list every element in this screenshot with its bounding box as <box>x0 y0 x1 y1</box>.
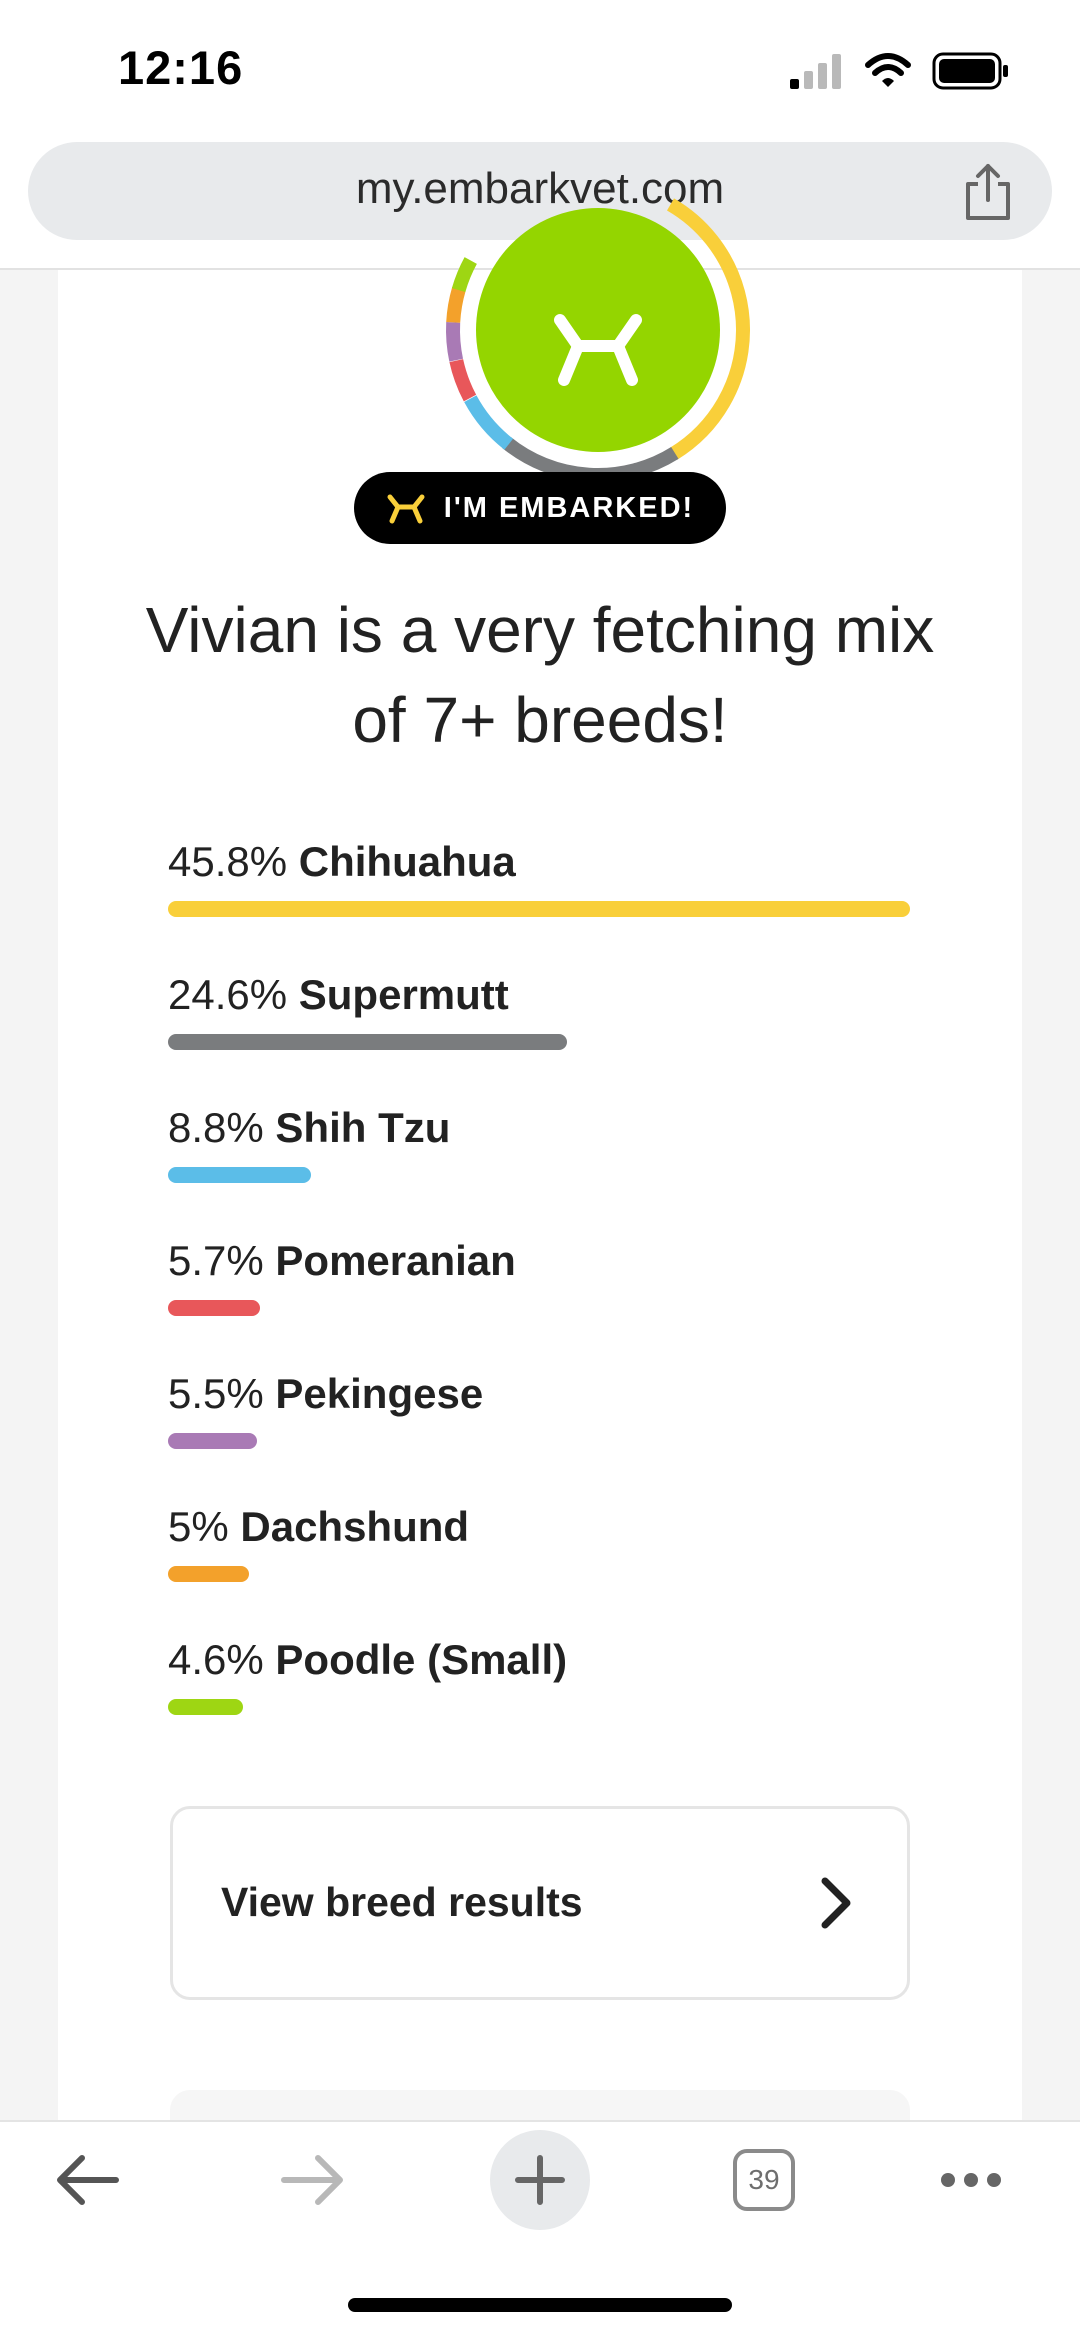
breed-percent: 8.8% <box>168 1104 264 1151</box>
breed-bar <box>168 1167 311 1183</box>
breed-row: 45.8% Chihuahua <box>168 838 928 917</box>
breed-bar <box>168 901 910 917</box>
new-tab-button[interactable] <box>490 2130 590 2230</box>
view-breed-results-button[interactable]: View breed results <box>170 1806 910 2000</box>
breed-bar <box>168 1699 243 1715</box>
status-icons <box>790 48 1010 94</box>
embark-logo-icon <box>387 494 425 524</box>
breed-bar <box>168 1566 249 1582</box>
share-icon[interactable] <box>960 162 1016 222</box>
breed-name: Shih Tzu <box>275 1104 451 1151</box>
status-time: 12:16 <box>118 41 244 94</box>
breed-percent: 4.6% <box>168 1636 264 1683</box>
breed-label: 5.7% Pomeranian <box>168 1237 928 1285</box>
tabs-icon[interactable]: 39 <box>733 2149 795 2211</box>
breed-percent: 5% <box>168 1503 229 1550</box>
breed-bar <box>168 1300 260 1316</box>
battery-icon <box>932 52 1008 90</box>
chevron-right-icon <box>821 1877 851 1929</box>
embark-logo-icon <box>554 314 642 386</box>
breed-row: 5.7% Pomeranian <box>168 1237 928 1316</box>
wifi-icon <box>865 53 911 87</box>
breed-bar <box>168 1433 257 1449</box>
breed-label: 8.8% Shih Tzu <box>168 1104 928 1152</box>
breed-label: 5% Dachshund <box>168 1503 928 1551</box>
forward-arrow-icon[interactable] <box>278 2152 348 2208</box>
status-bar: 12:16 <box>0 0 1080 140</box>
breed-name: Pekingese <box>275 1370 484 1417</box>
plus-icon <box>515 2155 565 2205</box>
breed-row: 24.6% Supermutt <box>168 971 928 1050</box>
breed-label: 45.8% Chihuahua <box>168 838 928 886</box>
breed-percent: 45.8% <box>168 838 288 885</box>
breed-label: 4.6% Poodle (Small) <box>168 1636 928 1684</box>
more-icon[interactable] <box>938 2170 1004 2190</box>
breed-row: 4.6% Poodle (Small) <box>168 1636 928 1715</box>
badge-label: I'M EMBARKED! <box>443 491 695 524</box>
breed-label: 5.5% Pekingese <box>168 1370 928 1418</box>
breed-percent: 5.5% <box>168 1370 264 1417</box>
back-arrow-icon[interactable] <box>52 2152 122 2208</box>
breed-name: Poodle (Small) <box>275 1636 568 1683</box>
page-headline: Vivian is a very fetching mix of 7+ bree… <box>145 594 935 756</box>
view-breed-results-label: View breed results <box>221 1879 583 1925</box>
breed-name: Dachshund <box>240 1503 470 1550</box>
url-text[interactable]: my.embarkvet.com <box>355 164 725 213</box>
breed-name: Chihuahua <box>298 838 516 885</box>
breed-row: 5.5% Pekingese <box>168 1370 928 1449</box>
home-indicator <box>348 2298 732 2312</box>
breed-percent: 24.6% <box>168 971 288 1018</box>
breed-name: Supermutt <box>298 971 509 1018</box>
signal-icon <box>790 54 841 89</box>
embarked-badge: I'M EMBARKED! <box>354 472 726 544</box>
breed-percent: 5.7% <box>168 1237 264 1284</box>
breed-label: 24.6% Supermutt <box>168 971 928 1019</box>
breed-bar <box>168 1034 567 1050</box>
breed-name: Pomeranian <box>275 1237 516 1284</box>
breed-row: 5% Dachshund <box>168 1503 928 1582</box>
breed-donut-chart <box>446 177 750 482</box>
breed-row: 8.8% Shih Tzu <box>168 1104 928 1183</box>
